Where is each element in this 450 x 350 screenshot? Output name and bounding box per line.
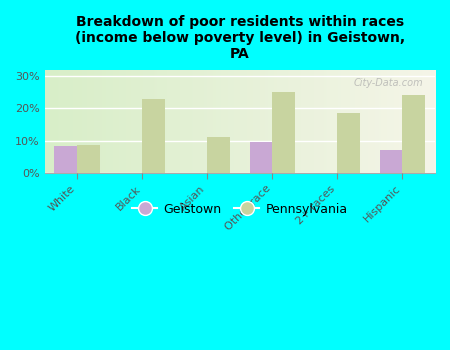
- Bar: [402, 96, 425, 173]
- Bar: [380, 150, 402, 173]
- Legend: Geistown, Pennsylvania: Geistown, Pennsylvania: [127, 198, 352, 221]
- Bar: [250, 142, 272, 173]
- Text: City-Data.com: City-Data.com: [354, 78, 423, 88]
- Bar: [207, 137, 230, 173]
- Title: Breakdown of poor residents within races
(income below poverty level) in Geistow: Breakdown of poor residents within races…: [75, 15, 405, 61]
- Bar: [338, 113, 360, 173]
- Bar: [142, 99, 165, 173]
- Bar: [54, 146, 77, 173]
- Bar: [272, 92, 295, 173]
- Bar: [77, 145, 100, 173]
